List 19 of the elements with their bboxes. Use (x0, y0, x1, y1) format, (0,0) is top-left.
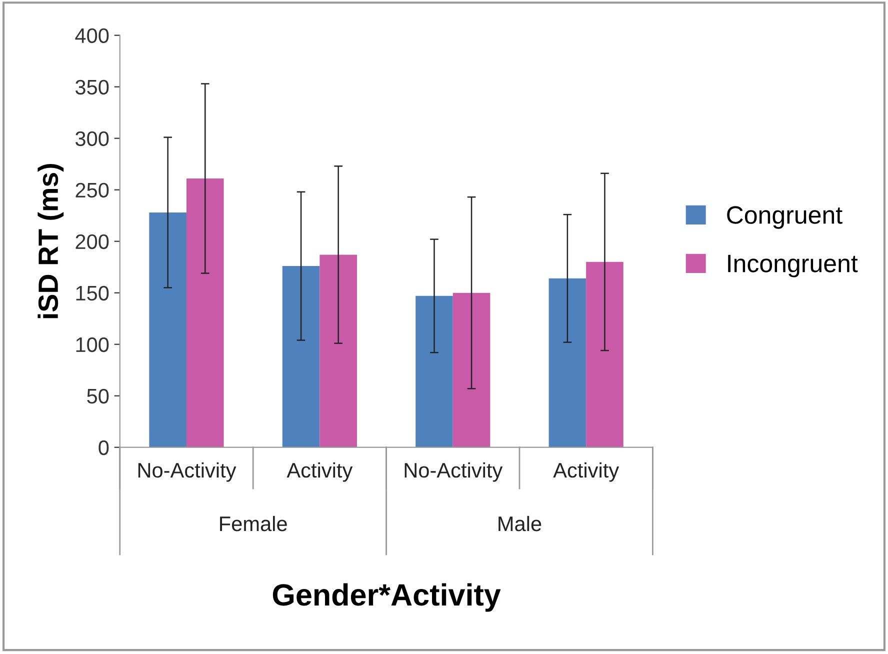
legend-label: Congruent (727, 206, 842, 229)
y-axis-title: iSD RT (ms) (38, 164, 64, 318)
y-tick-label: 300 (76, 131, 109, 146)
x-axis-title: Gender*Activity (272, 583, 501, 612)
x-tick-label: No-Activity (138, 462, 236, 482)
legend-label: Incongruent (728, 254, 858, 278)
y-tick-label: 400 (75, 28, 109, 44)
y-tick-label: 150 (76, 286, 109, 301)
y-tick-label: 100 (76, 337, 109, 352)
y-tick-label: 200 (76, 234, 109, 250)
x-tick-label: No-Activity (404, 462, 503, 482)
y-tick-label: 0 (98, 440, 109, 456)
x-tick-label: Activity (286, 462, 353, 482)
x-tick-label: Activity (553, 462, 620, 482)
y-tick-label: 350 (76, 80, 109, 95)
text: Female (220, 516, 287, 532)
y-tick-label: 50 (87, 388, 109, 404)
text: Male (498, 516, 542, 532)
y-tick-label: 250 (76, 182, 109, 198)
